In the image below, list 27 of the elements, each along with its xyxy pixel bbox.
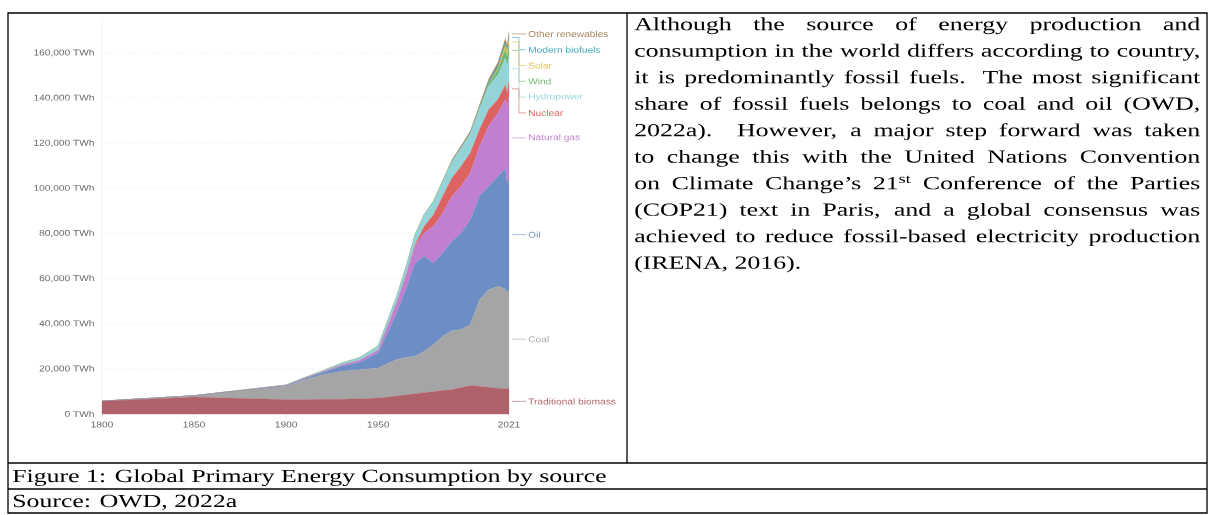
y-tick-label: 40,000 TWh xyxy=(39,320,94,328)
legend-label: Coal xyxy=(528,336,549,343)
x-tick-label: 1850 xyxy=(183,421,205,428)
legend-label: Natural gas xyxy=(529,134,580,142)
text: Wind xyxy=(528,78,551,85)
y-tick-label: 140,000 TWh xyxy=(34,94,94,102)
y-tick-label: 60,000 TWh xyxy=(39,274,94,283)
source-note: Source: OWD, 2022a xyxy=(13,494,237,510)
text: Nuclear xyxy=(529,109,564,116)
text: Figure 1: Global Primary Energy Consumption by source xyxy=(12,469,606,486)
x-tick-label: 2021 xyxy=(498,421,520,428)
text: Solar xyxy=(528,62,552,69)
legend-label: Traditional biomass xyxy=(528,398,616,405)
x-tick-label: 1950 xyxy=(367,421,390,428)
y-tick-label: 0 TWh xyxy=(64,410,94,418)
y-tick-label: 120,000 TWh xyxy=(34,139,94,147)
text: Modern biofuels xyxy=(529,46,601,53)
y-tick-label: 20,000 TWh xyxy=(39,365,94,373)
text: Hydropower xyxy=(529,93,583,102)
x-tick-label: 1900 xyxy=(275,421,298,428)
x-tick-label: 1800 xyxy=(91,421,113,428)
y-tick-label: 100,000 TWh xyxy=(34,184,94,192)
y-tick-label: 80,000 TWh xyxy=(39,229,94,238)
legend-label: Other renewables xyxy=(528,30,609,37)
text: Although the source of energy production and consumption in the world differs according to country, it is predominantly fossil fuels. The most significant share of fossil fuels belongs to coal and oil (OWD, 2022a). However, a major step forward was taken to change this with the United Nations Convention on Climate Change’s 21$^{st}$ Conference of the Parties (COP21) text in Paris, and a global consensus was achieved to reduce fossil-based electricity production (IRENA, 2016). xyxy=(634,17,1201,273)
y-tick-label: 160,000 TWh xyxy=(34,49,94,57)
legend-label: Oil xyxy=(528,231,540,238)
